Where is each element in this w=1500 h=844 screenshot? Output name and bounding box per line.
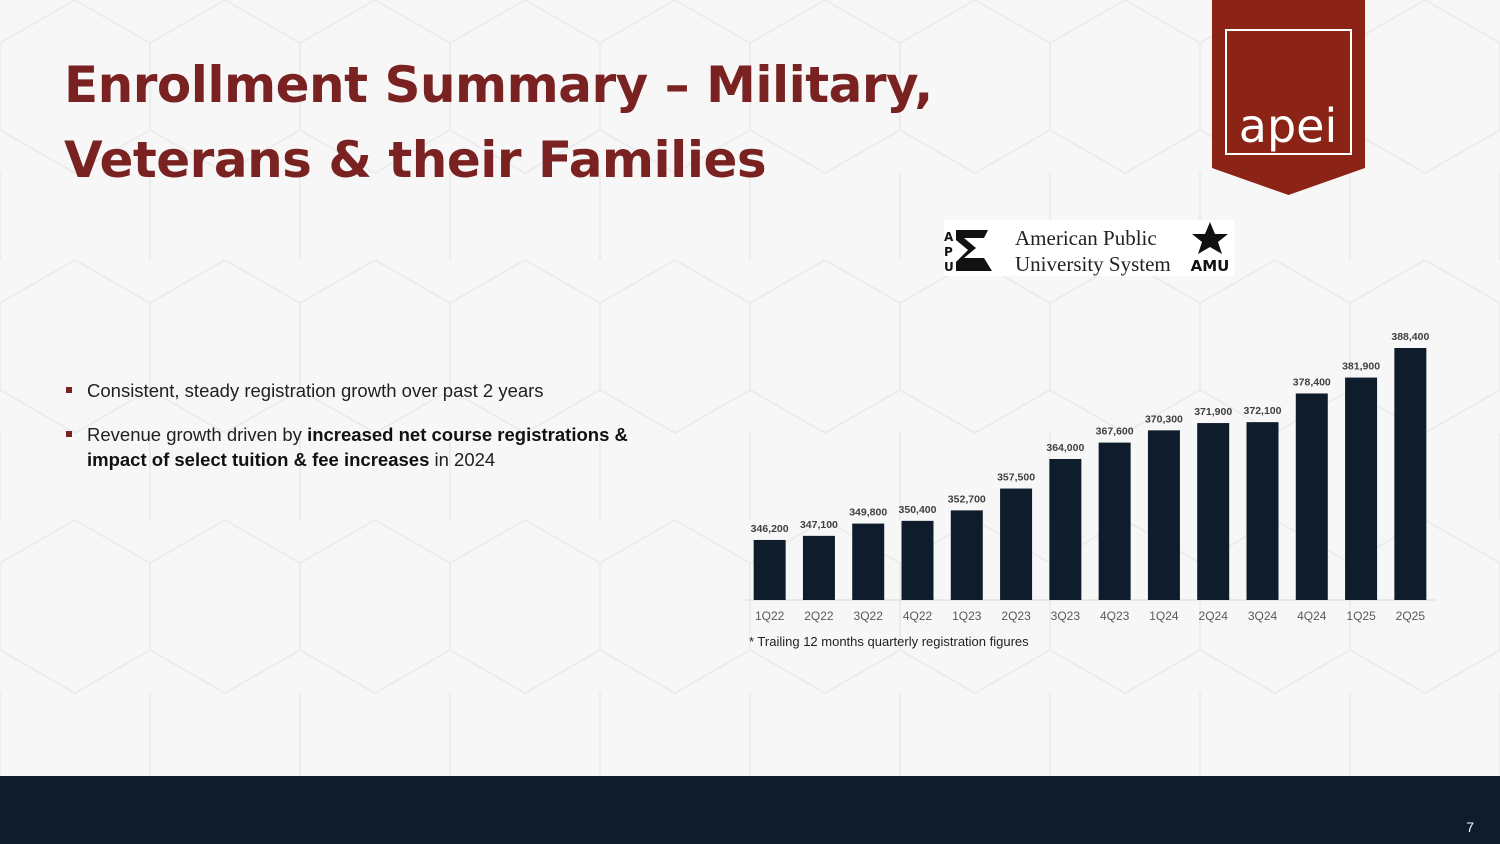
title-line-1: Enrollment Summary – Military,	[64, 56, 933, 114]
bar-1q23	[950, 510, 983, 600]
data-label-4q22: 350,400	[899, 504, 937, 516]
x-tick-label-1q24: 1Q24	[1149, 609, 1179, 623]
data-label-2q22: 347,100	[800, 519, 838, 531]
apus-logo: A P U American Public University System …	[944, 220, 1234, 276]
bar-2q24	[1197, 423, 1230, 600]
title-line-2: Veterans & their Families	[64, 131, 767, 189]
x-tick-label-1q23: 1Q23	[952, 609, 982, 623]
bar-1q25	[1345, 377, 1378, 600]
x-tick-label-4q24: 4Q24	[1297, 609, 1327, 623]
apus-line-1: American Public	[1015, 226, 1157, 250]
x-tick-label-3q22: 3Q22	[854, 609, 884, 623]
x-tick-label-2q22: 2Q22	[804, 609, 834, 623]
bar-1q22	[753, 539, 786, 600]
x-tick-label-2q23: 2Q23	[1001, 609, 1031, 623]
data-label-3q24: 372,100	[1244, 405, 1282, 417]
apu-letter-a: A	[944, 230, 954, 244]
bullet-list: Consistent, steady registration growth o…	[64, 378, 634, 491]
bar-2q22	[802, 535, 835, 600]
apei-wordmark: apei	[1239, 99, 1337, 153]
bar-3q23	[1049, 458, 1082, 600]
bullet-prefix: Revenue growth driven by	[87, 424, 308, 445]
chart-footnote: * Trailing 12 months quarterly registrat…	[749, 634, 1029, 649]
apei-logo: apei	[1212, 0, 1365, 195]
apus-line-2: University System	[1015, 252, 1171, 276]
page-title: Enrollment Summary – Military, Veterans …	[64, 48, 933, 198]
bar-4q22	[901, 520, 934, 600]
logo-ribbon	[1212, 0, 1365, 195]
x-tick-label-2q24: 2Q24	[1199, 609, 1229, 623]
bar-3q24	[1246, 422, 1279, 600]
bar-2q25	[1394, 348, 1427, 600]
x-tick-label-1q25: 1Q25	[1346, 609, 1376, 623]
x-tick-label-4q22: 4Q22	[903, 609, 933, 623]
apu-letter-u: U	[944, 260, 954, 272]
footer-bar: 7	[0, 776, 1500, 844]
amu-wordmark: AMU	[1191, 257, 1230, 272]
bar-3q22	[852, 523, 885, 600]
data-label-1q23: 352,700	[948, 493, 986, 505]
data-label-1q25: 381,900	[1342, 361, 1380, 373]
data-label-2q25: 388,400	[1391, 331, 1429, 343]
data-label-3q22: 349,800	[849, 507, 887, 519]
x-tick-label-3q24: 3Q24	[1248, 609, 1278, 623]
x-tick-label-3q23: 3Q23	[1051, 609, 1081, 623]
data-label-3q23: 364,000	[1046, 442, 1084, 454]
apu-mark-icon: A P U	[944, 230, 992, 272]
x-tick-label-2q25: 2Q25	[1396, 609, 1426, 623]
bar-4q24	[1295, 393, 1328, 600]
data-label-1q22: 346,200	[751, 523, 789, 535]
data-label-4q24: 378,400	[1293, 376, 1331, 388]
bullet-bold-text: increased net course registrations & imp…	[87, 424, 628, 470]
data-label-2q23: 357,500	[997, 472, 1035, 484]
bullet-item: Consistent, steady registration growth o…	[64, 378, 634, 403]
data-label-2q24: 371,900	[1194, 406, 1232, 418]
data-label-1q24: 370,300	[1145, 413, 1183, 425]
registration-bar-chart: 346,200 1Q22 347,100 2Q22 349,800 3Q22 350,400…	[745, 331, 1435, 623]
bar-2q23	[1000, 488, 1033, 600]
bar-4q23	[1098, 442, 1131, 600]
apus-wordmark: American Public University System	[1015, 225, 1171, 277]
x-tick-label-1q22: 1Q22	[755, 609, 785, 623]
bullet-suffix: in 2024	[429, 449, 496, 470]
bullet-text: Consistent, steady registration growth o…	[87, 380, 544, 401]
bar-1q24	[1147, 430, 1180, 600]
page-number: 7	[1466, 819, 1474, 835]
amu-star-icon: AMU	[1191, 222, 1230, 272]
apu-letter-p: P	[944, 245, 953, 259]
x-tick-label-4q23: 4Q23	[1100, 609, 1130, 623]
data-label-4q23: 367,600	[1096, 426, 1134, 438]
bullet-item: Revenue growth driven by increased net c…	[64, 422, 634, 472]
logo-frame	[1225, 29, 1352, 155]
